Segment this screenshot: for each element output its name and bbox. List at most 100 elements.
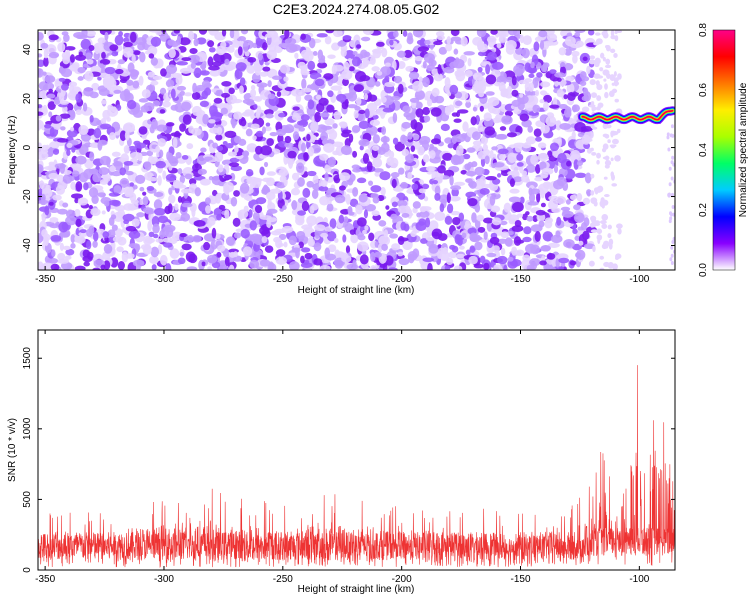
heatmap-cell xyxy=(188,54,200,64)
heatmap-cell xyxy=(138,126,148,135)
heatmap-cell xyxy=(489,182,499,191)
heatmap-cell xyxy=(75,155,87,165)
heatmap-cell xyxy=(351,56,361,67)
heatmap-cell xyxy=(549,266,556,270)
heatmap-cell xyxy=(43,236,49,247)
heatmap-cell xyxy=(442,152,453,161)
heatmap-cell xyxy=(670,176,674,181)
heatmap-cell xyxy=(38,145,44,156)
heatmap-cell xyxy=(323,143,335,153)
heatmap-cell xyxy=(38,104,43,109)
heatmap-cell xyxy=(81,30,88,38)
heatmap-cell xyxy=(380,186,386,196)
heatmap-cell xyxy=(297,61,306,70)
heatmap-cell xyxy=(592,245,596,253)
heatmap-cell xyxy=(48,111,53,118)
heatmap-cell xyxy=(557,152,567,164)
heatmap-cell xyxy=(471,131,481,141)
heatmap-cell xyxy=(179,67,192,74)
heatmap-cell xyxy=(472,106,478,112)
heatmap-cell xyxy=(65,248,75,256)
heatmap-cell xyxy=(586,65,591,75)
heatmap-cell xyxy=(342,35,352,40)
heatmap-cell xyxy=(153,208,166,216)
heatmap-cell xyxy=(288,261,300,270)
heatmap-cell xyxy=(101,51,106,60)
heatmap-cell xyxy=(479,237,490,243)
heatmap-cell xyxy=(599,200,605,208)
heatmap-cell xyxy=(590,215,597,222)
heatmap-cell xyxy=(246,143,258,153)
heatmap-cell xyxy=(521,174,530,183)
heatmap-cell xyxy=(65,215,77,226)
heatmap-cell xyxy=(65,209,76,219)
colorbar: 0.0 0.2 0.4 0.6 0.8 Normalized spectral ampl… xyxy=(698,23,749,277)
heatmap-cell xyxy=(429,150,436,159)
heatmap-cell xyxy=(396,200,408,207)
heatmap-cell xyxy=(179,175,186,184)
heatmap-cell xyxy=(521,47,530,59)
heatmap-cell xyxy=(114,68,124,75)
heatmap-cell xyxy=(372,134,381,144)
heatmap-cell xyxy=(543,40,554,47)
heatmap-cell xyxy=(61,83,69,91)
heatmap-cell xyxy=(74,54,87,61)
heatmap-cell xyxy=(500,231,510,239)
heatmap-cell xyxy=(450,154,461,166)
heatmap-cell xyxy=(306,106,316,117)
heatmap-cell xyxy=(139,186,145,192)
heatmap-cell xyxy=(516,153,524,161)
heatmap-cell xyxy=(348,66,355,72)
heatmap-cell xyxy=(162,100,171,108)
heatmap-cell xyxy=(438,194,450,204)
heatmap-cell xyxy=(468,255,478,265)
heatmap-cell xyxy=(119,130,127,142)
heatmap-cell xyxy=(50,263,60,270)
heatmap-frame xyxy=(37,29,676,271)
heatmap-cell xyxy=(419,206,427,213)
heatmap-cell xyxy=(458,245,465,250)
heatmap-cell xyxy=(460,36,468,47)
x-tick-label: -150 xyxy=(510,274,530,285)
heatmap-cell xyxy=(337,40,346,47)
heatmap-cell xyxy=(671,204,675,209)
heatmap-cell xyxy=(55,221,60,227)
heatmap-cell xyxy=(372,157,383,168)
heatmap-cell xyxy=(307,146,315,157)
heatmap-cell xyxy=(209,127,220,134)
heatmap-cell xyxy=(174,203,179,211)
heatmap-cell xyxy=(252,135,257,141)
y-tick-label: -20 xyxy=(22,189,33,204)
heatmap-cell xyxy=(50,235,62,242)
heatmap-cell xyxy=(326,104,335,113)
heatmap-cell xyxy=(341,69,353,80)
heatmap-cell xyxy=(83,182,89,191)
heatmap-cell xyxy=(100,117,107,125)
heatmap-cell xyxy=(317,61,328,69)
heatmap-cell xyxy=(422,257,435,263)
heatmap-cell xyxy=(234,68,243,80)
heatmap-cell xyxy=(126,99,137,110)
heatmap-cell xyxy=(515,47,524,55)
heatmap-cell xyxy=(262,177,272,183)
heatmap-cell xyxy=(472,140,482,146)
heatmap-cell xyxy=(306,180,314,188)
heatmap-cell xyxy=(538,30,548,38)
heatmap-cell xyxy=(287,150,297,159)
heatmap-cell xyxy=(483,112,492,122)
heatmap-cell xyxy=(239,182,250,194)
heatmap-cell xyxy=(38,68,42,76)
heatmap-cell xyxy=(142,207,154,214)
heatmap-cell xyxy=(132,80,140,89)
y-tick-label: 1500 xyxy=(22,347,33,370)
heatmap-cell xyxy=(199,70,210,76)
heatmap-cell xyxy=(38,206,50,212)
heatmap-cell xyxy=(238,85,244,95)
heatmap-cell xyxy=(672,236,675,241)
heatmap-cell xyxy=(327,90,334,98)
heatmap-cell xyxy=(477,124,484,133)
heatmap-cell xyxy=(86,128,96,136)
heatmap-cell xyxy=(59,231,70,238)
heatmap-cell xyxy=(670,124,674,129)
heatmap-cell xyxy=(343,61,350,73)
